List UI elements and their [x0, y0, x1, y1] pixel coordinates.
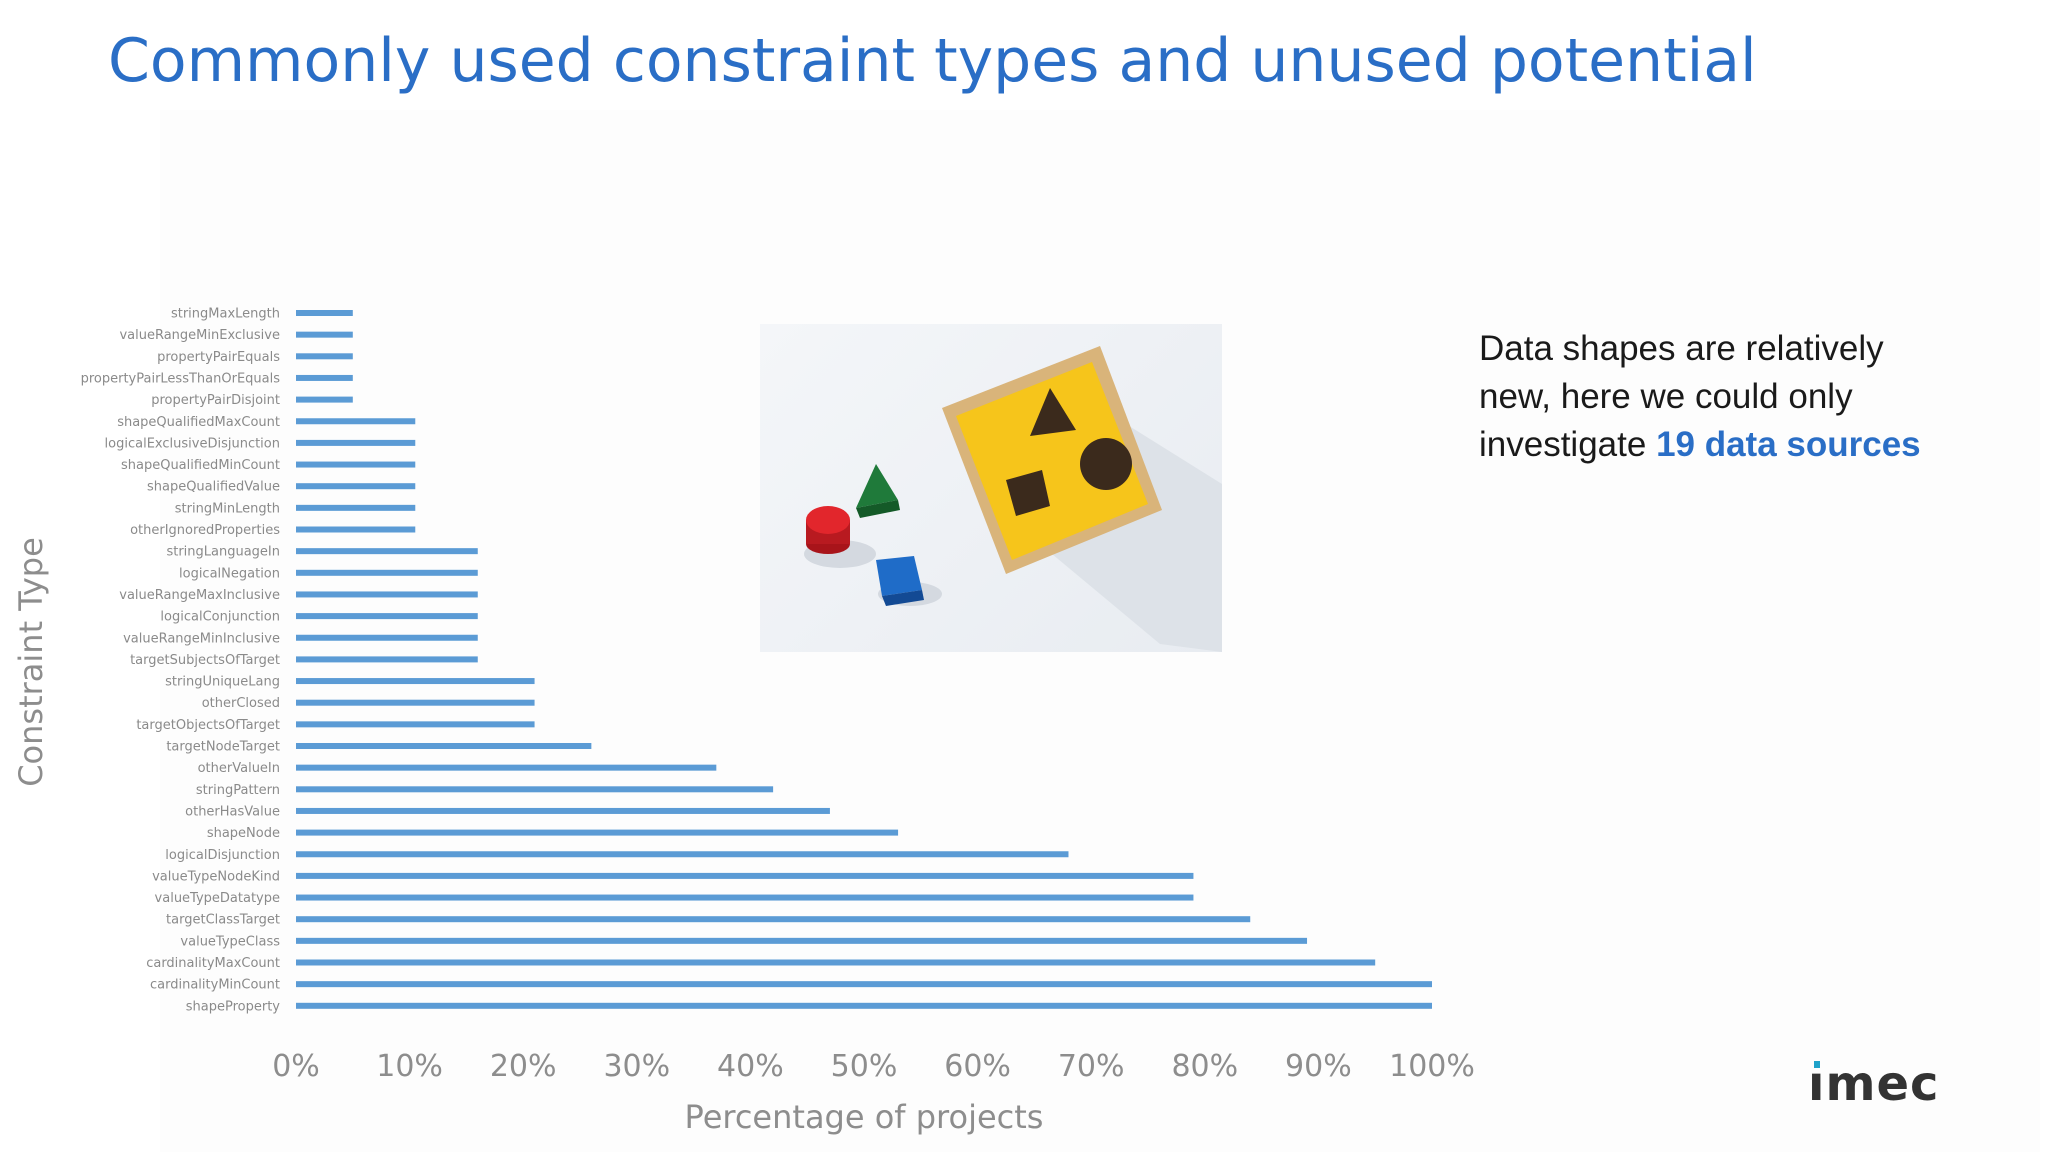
category-label: propertyPairEquals: [157, 350, 280, 365]
x-tick-label: 60%: [944, 1049, 1011, 1084]
bar-shapeQualifiedMinCount: [296, 461, 416, 468]
bar-logicalExclusiveDisjunction: [296, 439, 416, 446]
category-label: otherValueIn: [198, 761, 280, 776]
x-tick-labels: 0% 10% 20% 30% 40% 50% 60% 70% 80% 90% 100%: [272, 1049, 1475, 1084]
category-label: targetObjectsOfTarget: [136, 718, 280, 733]
category-label: valueRangeMaxInclusive: [119, 588, 280, 603]
bar-targetNodeTarget: [296, 743, 592, 749]
x-tick-label: 0%: [272, 1049, 320, 1084]
x-tick-label: 70%: [1058, 1049, 1125, 1084]
category-label: shapeQualifiedMinCount: [121, 458, 280, 473]
category-label: shapeQualifiedMaxCount: [117, 415, 280, 430]
logo-dot: [1814, 1061, 1820, 1068]
category-label: stringMaxLength: [171, 307, 280, 322]
category-label: targetSubjectsOfTarget: [130, 653, 280, 668]
bar-shapeQualifiedValue: [296, 483, 416, 490]
category-label: otherIgnoredProperties: [130, 523, 280, 538]
bar-logicalConjunction: [296, 613, 478, 620]
bar-targetObjectsOfTarget: [296, 721, 535, 728]
category-label: valueTypeNodeKind: [152, 869, 280, 884]
bars-group: [296, 310, 1432, 1009]
category-label: logicalNegation: [179, 566, 280, 581]
category-label: logicalConjunction: [160, 610, 280, 625]
x-tick-label: 30%: [603, 1049, 670, 1084]
bar-shapeNode: [296, 829, 899, 836]
bar-propertyPairDisjoint: [296, 396, 353, 403]
category-label: propertyPairDisjoint: [151, 393, 280, 408]
bar-stringPattern: [296, 786, 774, 793]
category-label: cardinalityMinCount: [150, 978, 280, 993]
bar-propertyPairLessThanOrEquals: [296, 374, 353, 381]
bar-valueRangeMinExclusive: [296, 331, 353, 338]
category-label: stringLanguageIn: [166, 545, 280, 560]
x-tick-label: 50%: [831, 1049, 898, 1084]
bar-targetClassTarget: [296, 916, 1251, 923]
bar-valueTypeNodeKind: [296, 872, 1194, 879]
bar-otherClosed: [296, 699, 535, 706]
bar-logicalNegation: [296, 569, 478, 576]
shape-sorter-toy-icon: [804, 346, 1222, 652]
category-label: stringPattern: [196, 783, 280, 798]
bar-otherHasValue: [296, 807, 830, 814]
bar-logicalDisjunction: [296, 851, 1069, 858]
bar-cardinalityMinCount: [296, 981, 1432, 988]
bar-valueRangeMaxInclusive: [296, 591, 478, 598]
bar-targetSubjectsOfTarget: [296, 656, 478, 663]
data-sources-highlight: 19 data sources: [1656, 425, 1921, 464]
slide-title: Commonly used constraint types and unuse…: [108, 26, 1757, 96]
category-label: stringUniqueLang: [165, 675, 280, 690]
category-label: shapeProperty: [186, 999, 281, 1014]
bar-cardinalityMaxCount: [296, 959, 1376, 966]
side-note: Data shapes are relatively new, here we …: [1479, 325, 1959, 469]
category-label: valueTypeClass: [180, 934, 280, 949]
bar-otherValueIn: [296, 764, 717, 771]
x-tick-label: 90%: [1285, 1049, 1352, 1084]
category-label: otherHasValue: [185, 804, 280, 819]
x-tick-label: 100%: [1389, 1049, 1475, 1084]
category-label: cardinalityMaxCount: [146, 956, 280, 971]
category-label: logicalExclusiveDisjunction: [105, 436, 280, 451]
bar-valueTypeDatatype: [296, 894, 1194, 901]
category-label: targetNodeTarget: [166, 740, 280, 755]
bar-stringUniqueLang: [296, 678, 535, 685]
shape-sorter-photo: [760, 324, 1222, 652]
bar-valueRangeMinInclusive: [296, 634, 478, 641]
x-tick-label: 20%: [490, 1049, 557, 1084]
category-label: stringMinLength: [175, 501, 280, 516]
category-label: valueRangeMinInclusive: [123, 631, 280, 646]
bar-valueTypeClass: [296, 937, 1308, 944]
x-tick-label: 80%: [1171, 1049, 1238, 1084]
category-label: valueRangeMinExclusive: [119, 328, 280, 343]
bar-shapeQualifiedMaxCount: [296, 418, 416, 425]
category-label: shapeNode: [207, 826, 280, 841]
side-note-text: Data shapes are relatively new, here we …: [1479, 329, 1884, 464]
category-label: shapeQualifiedValue: [147, 480, 280, 495]
category-label: targetClassTarget: [166, 913, 280, 928]
bar-stringMinLength: [296, 504, 416, 511]
category-label: otherClosed: [202, 696, 280, 711]
y-axis-title: Constraint Type: [12, 537, 50, 787]
imec-logo: ımec: [1808, 1056, 1940, 1112]
bar-otherIgnoredProperties: [296, 526, 416, 533]
category-label: logicalDisjunction: [165, 848, 280, 863]
category-label: valueTypeDatatype: [155, 891, 280, 906]
x-axis-title: Percentage of projects: [685, 1098, 1044, 1136]
bar-stringMaxLength: [296, 310, 353, 316]
bar-stringLanguageIn: [296, 548, 478, 555]
x-tick-label: 10%: [376, 1049, 443, 1084]
category-labels: stringMaxLength valueRangeMinExclusive pro…: [81, 307, 281, 1015]
bar-propertyPairEquals: [296, 353, 353, 360]
bar-shapeProperty: [296, 1002, 1432, 1009]
category-label: propertyPairLessThanOrEquals: [81, 371, 281, 386]
x-tick-label: 40%: [717, 1049, 784, 1084]
